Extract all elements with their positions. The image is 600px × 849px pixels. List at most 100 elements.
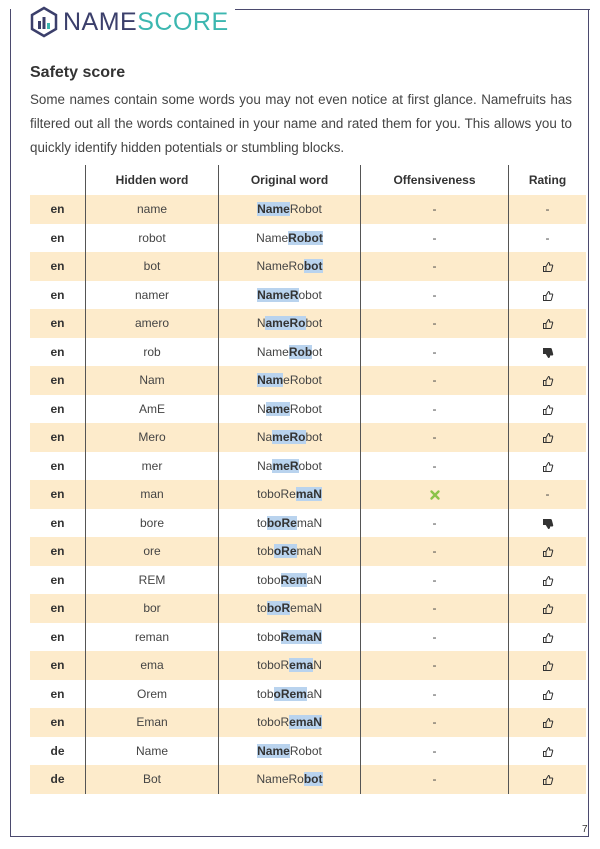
section-title: Safety score: [30, 64, 126, 81]
table-row: en mer NameRobot -: [30, 451, 586, 480]
thumb-up-icon: [542, 775, 553, 786]
offensiveness-cell: [360, 480, 509, 509]
thumb-up-icon: [542, 689, 553, 700]
original-word-cell: toboRemaN: [218, 537, 361, 566]
offensive-icon: [429, 490, 440, 500]
header-cell: Offensiveness: [360, 165, 509, 195]
word-part: Robot: [289, 202, 322, 217]
highlighted-part: RemaN: [280, 629, 322, 644]
hidden-word-cell: Bot: [85, 765, 219, 794]
hidden-word-cell: Name: [85, 736, 219, 765]
word-part: NameRo: [256, 772, 304, 787]
offensiveness-cell: -: [360, 309, 509, 338]
thumb-up-icon: [542, 718, 553, 729]
hidden-word-cell: name: [85, 195, 219, 224]
thumb-down-icon: [542, 347, 553, 358]
header-row: Hidden word Original word Offensiveness Rat…: [30, 165, 586, 195]
rating-cell: [508, 394, 586, 423]
highlighted-part: meR: [272, 458, 299, 473]
thumb-up-icon: [542, 290, 553, 301]
original-word-cell: NameRobot: [218, 309, 361, 338]
original-word-cell: toboRemaN: [218, 622, 361, 651]
original-word-cell: NameRobot: [218, 337, 361, 366]
lang-cell: en: [50, 401, 65, 416]
original-word-cell: toboRemaN: [218, 708, 361, 737]
offensiveness-cell: -: [360, 622, 509, 651]
rating-cell: [508, 765, 586, 794]
hidden-word-cell: Mero: [85, 423, 219, 452]
table-row: en Orem toboRemaN -: [30, 679, 586, 708]
offensiveness-cell: -: [360, 708, 509, 737]
word-part: maN: [296, 515, 323, 530]
thumb-up-icon: [542, 404, 553, 415]
rating-cell: [508, 594, 586, 623]
table-row: en man toboRemaN -: [30, 480, 586, 509]
offensiveness-cell: -: [360, 679, 509, 708]
hidden-word-cell: ore: [85, 537, 219, 566]
hidden-word-cell: mer: [85, 451, 219, 480]
word-part: N: [313, 658, 322, 673]
rating-cell: [508, 337, 586, 366]
offensiveness-cell: -: [360, 223, 509, 252]
word-part: bot: [305, 430, 323, 445]
table-row: en amero NameRobot -: [30, 309, 586, 338]
offensiveness-cell: -: [360, 252, 509, 281]
highlighted-part: boR: [266, 601, 291, 616]
original-word-cell: NameRobot: [218, 252, 361, 281]
hidden-word-cell: reman: [85, 622, 219, 651]
highlighted-part: Rem: [280, 572, 307, 587]
header-cell: Rating: [508, 165, 586, 195]
highlighted-part: Name: [257, 743, 290, 758]
lang-cell: de: [50, 743, 65, 758]
table-row: en Eman toboRemaN -: [30, 708, 586, 737]
word-part: aN: [306, 686, 323, 701]
word-part: obot: [298, 458, 322, 473]
word-part: maN: [296, 544, 322, 559]
hidden-word-cell: Orem: [85, 679, 219, 708]
offensiveness-cell: -: [360, 423, 509, 452]
word-part: Robot: [289, 401, 322, 416]
original-word-cell: NameRobot: [218, 394, 361, 423]
offensiveness-cell: -: [360, 508, 509, 537]
lang-cell: en: [50, 686, 65, 701]
lang-cell: en: [30, 309, 86, 338]
lang-cell: en: [50, 629, 65, 644]
rating-cell: [508, 309, 586, 338]
hidden-word-cell: bor: [85, 594, 219, 623]
table-row: en reman toboRemaN -: [30, 622, 586, 651]
highlighted-part: ema: [289, 658, 314, 673]
word-part: Name: [256, 344, 289, 359]
table-row: en Nam NameRobot -: [30, 366, 586, 395]
word-part: N: [257, 401, 266, 416]
word-part: NameRo: [256, 259, 304, 274]
thumb-up-icon: [542, 604, 553, 615]
hidden-word-cell: bot: [85, 252, 219, 281]
highlighted-part: bot: [303, 259, 323, 274]
page-frame: [10, 9, 589, 837]
original-word-cell: NameRobot: [218, 736, 361, 765]
table-row: de Bot NameRobot -: [30, 765, 586, 794]
highlighted-part: Name: [257, 202, 290, 217]
hidden-word-cell: REM: [85, 565, 219, 594]
highlighted-part: Rob: [288, 344, 313, 359]
highlighted-part: oRem: [273, 686, 307, 701]
table-row: en namer NameRobot -: [30, 280, 586, 309]
table-row: en Mero NameRobot -: [30, 423, 586, 452]
rating-cell: [508, 679, 586, 708]
rating-cell: [508, 651, 586, 680]
offensiveness-cell: -: [360, 537, 509, 566]
word-part: toboR: [257, 715, 290, 730]
table-row: en AmE NameRobot -: [30, 394, 586, 423]
original-word-cell: toboRemaN: [218, 679, 361, 708]
original-word-cell: NameRobot: [218, 423, 361, 452]
offensiveness-cell: -: [360, 280, 509, 309]
thumb-up-icon: [542, 547, 553, 558]
original-word-cell: NameRobot: [218, 765, 361, 794]
hidden-word-cell: namer: [85, 280, 219, 309]
logo-part: SCORE: [137, 7, 229, 36]
offensiveness-cell: -: [360, 594, 509, 623]
hidden-word-cell: ema: [85, 651, 219, 680]
word-part: tob: [256, 686, 274, 701]
